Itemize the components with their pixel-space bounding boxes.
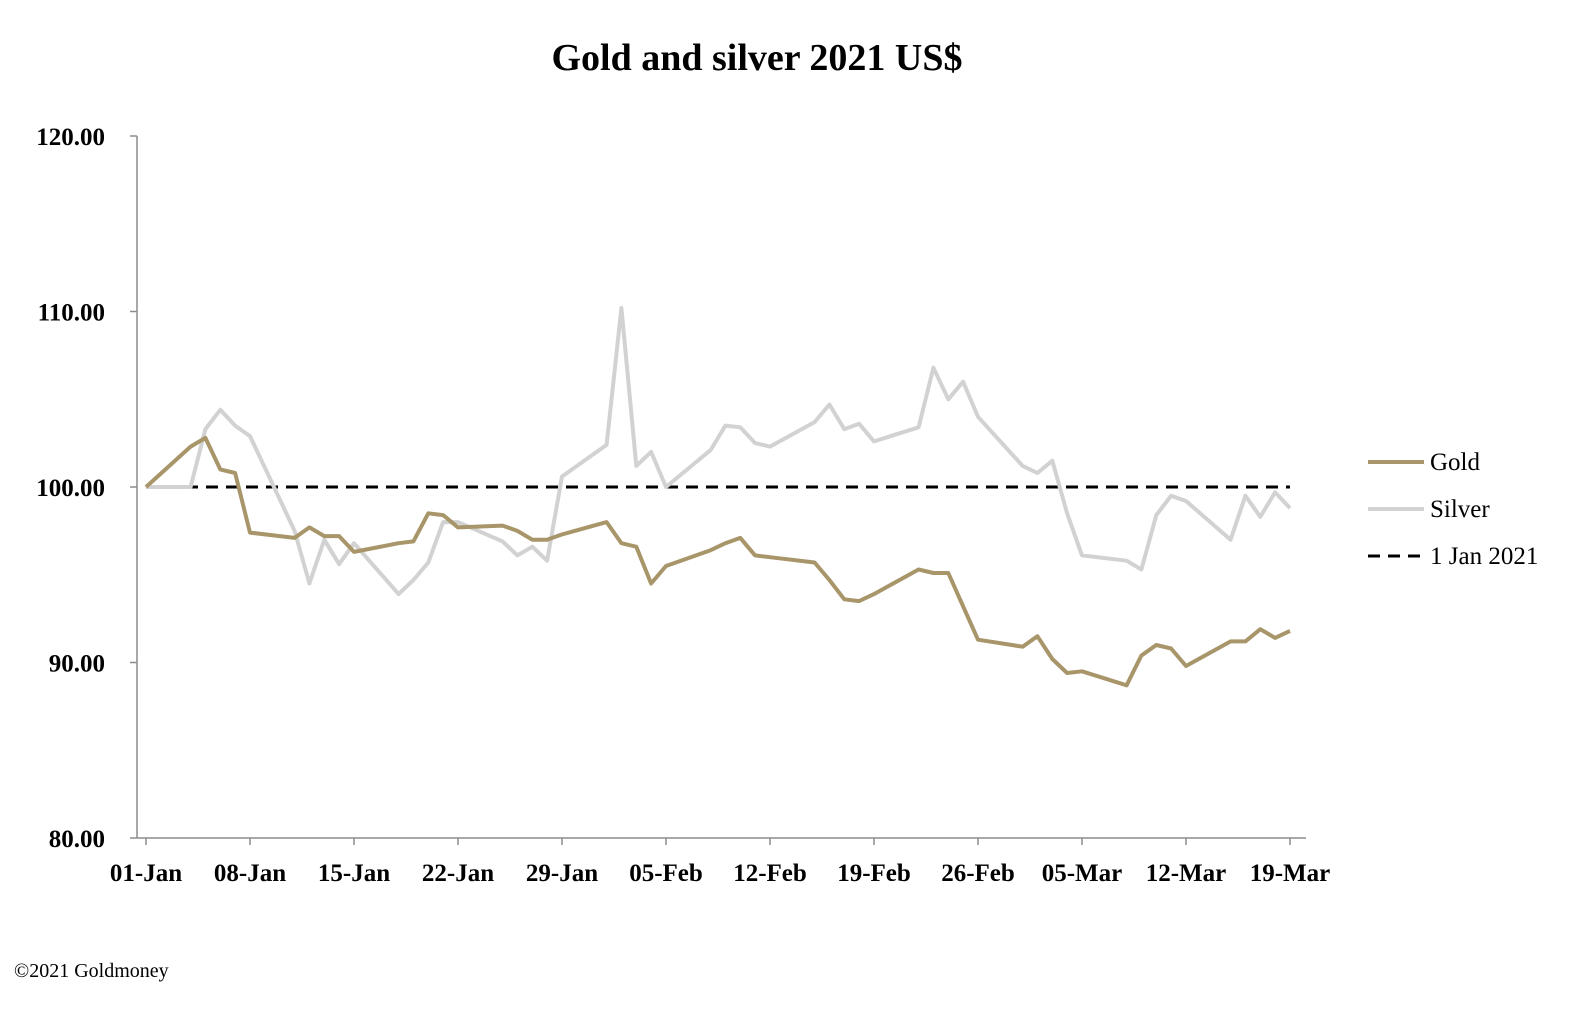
x-tick-label: 26-Feb <box>941 860 1015 887</box>
y-tick-label: 120.00 <box>36 124 105 151</box>
x-tick-label: 05-Feb <box>629 860 703 887</box>
y-tick-label: 90.00 <box>49 651 105 678</box>
x-tick-label: 15-Jan <box>318 860 390 887</box>
x-tick-label: 05-Mar <box>1042 860 1123 887</box>
copyright-footer: ©2021 Goldmoney <box>14 960 169 982</box>
y-tick-label: 110.00 <box>38 300 105 327</box>
axes: 80.00 90.00 100.00 110.00 120.00 01-Jan 08-Jan… <box>36 124 1330 887</box>
x-tick-label: 12-Mar <box>1146 860 1227 887</box>
legend: Gold Silver 1 Jan 2021 <box>1368 449 1538 570</box>
series-layer <box>144 306 1292 688</box>
y-tick-label: 80.00 <box>49 826 105 853</box>
x-tick-label: 01-Jan <box>110 860 182 887</box>
y-tick-label: 100.00 <box>36 475 105 502</box>
x-tick-label: 29-Jan <box>526 860 598 887</box>
series-line-silver <box>146 306 1292 597</box>
x-tick-label: 19-Feb <box>837 860 911 887</box>
legend-label: Silver <box>1430 496 1490 523</box>
x-tick-label: 12-Feb <box>733 860 807 887</box>
x-tick-label: 08-Jan <box>214 860 286 887</box>
x-tick-label: 22-Jan <box>422 860 494 887</box>
legend-label: Gold <box>1430 449 1481 476</box>
series-line-gold <box>144 435 1291 688</box>
legend-label: 1 Jan 2021 <box>1430 543 1538 570</box>
x-tick-label: 19-Mar <box>1250 860 1331 887</box>
chart-title: Gold and silver 2021 US$ <box>551 37 962 79</box>
